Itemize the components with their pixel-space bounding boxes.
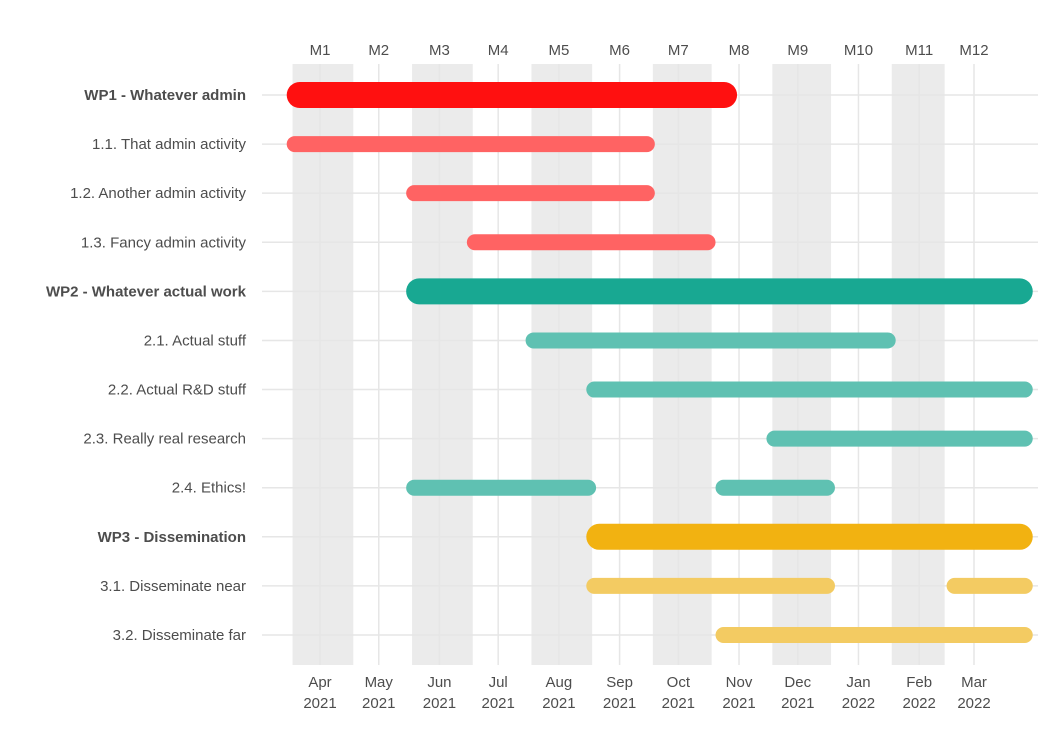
date-tick-year: 2021 [722,695,755,712]
month-label: M10 [844,42,873,59]
date-tick-month: Sep [606,674,633,691]
date-tick-month: Jan [846,674,870,691]
date-tick-year: 2021 [603,695,636,712]
date-tick-year: 2021 [303,695,336,712]
task-label: 2.4. Ethics! [172,480,246,497]
month-band [891,64,945,665]
task-label: 1.3. Fancy admin activity [81,234,247,251]
date-tick-month: Mar [961,674,987,691]
month-label: M3 [429,42,450,59]
date-tick-month: Feb [906,674,932,691]
date-tick-year: 2022 [842,695,875,712]
task-label: 1.1. That admin activity [92,136,246,153]
task-label: 3.1. Disseminate near [100,578,246,595]
date-tick-year: 2022 [957,695,990,712]
date-tick-year: 2021 [662,695,695,712]
task-label: 2.2. Actual R&D stuff [108,382,247,399]
date-tick-year: 2021 [781,695,814,712]
month-band [292,64,354,665]
month-label: M8 [729,42,750,59]
date-tick-month: Aug [546,674,573,691]
date-tick-year: 2021 [481,695,514,712]
month-label: M4 [488,42,509,59]
month-label: M12 [959,42,988,59]
date-tick-year: 2022 [902,695,935,712]
date-tick-month: Dec [784,674,811,691]
month-band [652,64,712,665]
date-tick-month: Nov [726,674,753,691]
work-package-label: WP3 - Dissemination [98,529,246,546]
month-label: M6 [609,42,630,59]
date-tick-month: Apr [308,674,331,691]
month-band [772,64,832,665]
task-label: 2.3. Really real research [83,431,246,448]
month-label: M9 [787,42,808,59]
month-band [531,64,593,665]
work-package-label: WP2 - Whatever actual work [46,283,247,300]
month-label: M1 [310,42,331,59]
date-tick-month: Jun [427,674,451,691]
date-tick-month: Jul [489,674,508,691]
date-tick-month: May [365,674,394,691]
date-tick-year: 2021 [423,695,456,712]
month-label: M7 [668,42,689,59]
month-label: M11 [905,42,933,59]
task-label: 3.2. Disseminate far [113,627,246,644]
date-tick-month: Oct [667,674,691,691]
work-package-label: WP1 - Whatever admin [84,87,246,104]
month-band [412,64,473,665]
month-label: M2 [368,42,389,59]
date-tick-year: 2021 [542,695,575,712]
date-tick-year: 2021 [362,695,395,712]
month-label: M5 [548,42,569,59]
task-label: 2.1. Actual stuff [144,332,247,349]
task-label: 1.2. Another admin activity [70,185,246,202]
